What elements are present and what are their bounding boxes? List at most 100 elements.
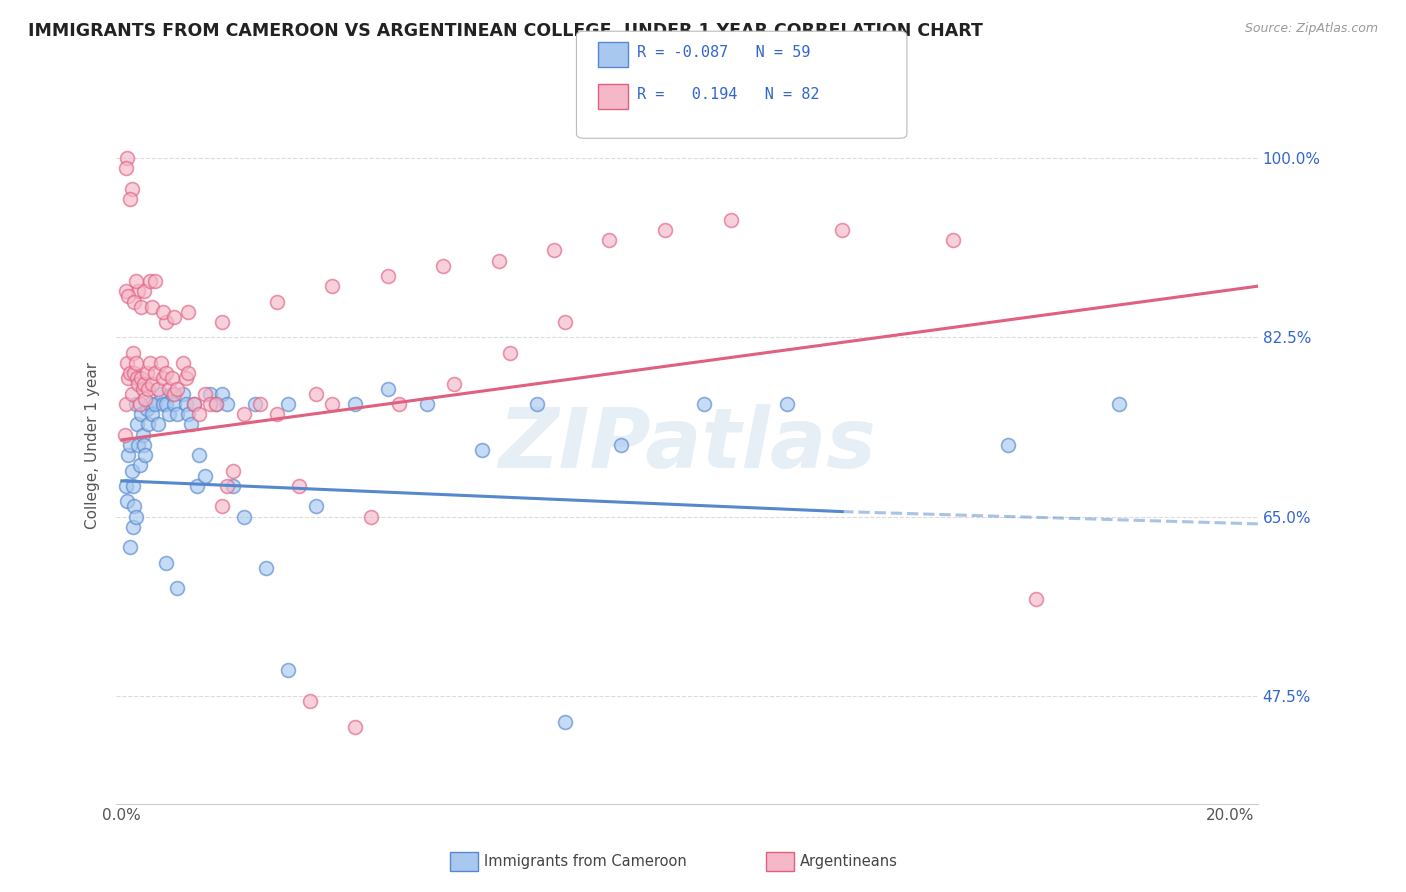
Point xyxy=(360,509,382,524)
Point xyxy=(146,382,169,396)
Point xyxy=(138,382,160,396)
Point xyxy=(692,397,714,411)
Point xyxy=(120,192,142,206)
Point xyxy=(249,397,271,411)
Point xyxy=(117,151,139,165)
Point xyxy=(134,448,156,462)
Point xyxy=(1025,591,1047,606)
Point xyxy=(138,417,160,432)
Point xyxy=(205,397,228,411)
Point xyxy=(127,376,149,391)
Point xyxy=(120,366,142,380)
Point xyxy=(122,345,145,359)
Point xyxy=(188,448,211,462)
Point xyxy=(114,161,136,176)
Point xyxy=(138,397,160,411)
Point xyxy=(141,376,163,391)
Point xyxy=(163,310,186,324)
Point xyxy=(831,223,853,237)
Point xyxy=(127,438,149,452)
Point xyxy=(321,279,343,293)
Point xyxy=(232,407,254,421)
Point xyxy=(997,438,1019,452)
Point xyxy=(443,376,465,391)
Point xyxy=(157,407,180,421)
Point xyxy=(471,443,494,458)
Point xyxy=(115,285,138,299)
Point xyxy=(127,285,149,299)
Point xyxy=(141,300,163,314)
Point xyxy=(143,274,166,288)
Point xyxy=(232,509,254,524)
Point xyxy=(432,259,454,273)
Point xyxy=(117,289,139,303)
Point xyxy=(152,371,174,385)
Point xyxy=(1108,397,1130,411)
Text: Immigrants from Cameroon: Immigrants from Cameroon xyxy=(484,855,686,869)
Point xyxy=(288,479,311,493)
Point xyxy=(132,382,155,396)
Point xyxy=(138,356,160,370)
Point xyxy=(942,233,965,247)
Point xyxy=(121,464,143,478)
Point xyxy=(180,417,202,432)
Point xyxy=(177,366,200,380)
Point xyxy=(266,294,288,309)
Point xyxy=(122,294,145,309)
Point xyxy=(254,561,277,575)
Text: R =   0.194   N = 82: R = 0.194 N = 82 xyxy=(637,87,820,102)
Point xyxy=(183,397,205,411)
Point xyxy=(526,397,548,411)
Point xyxy=(121,182,143,196)
Point xyxy=(152,305,174,319)
Point xyxy=(277,664,299,678)
Point xyxy=(194,386,217,401)
Point xyxy=(343,397,366,411)
Point xyxy=(122,479,145,493)
Point xyxy=(217,397,239,411)
Point xyxy=(129,407,152,421)
Point xyxy=(266,407,288,421)
Point xyxy=(114,427,136,442)
Point xyxy=(543,244,565,258)
Point xyxy=(211,500,233,514)
Point xyxy=(177,407,200,421)
Point xyxy=(217,479,239,493)
Text: R = -0.087   N = 59: R = -0.087 N = 59 xyxy=(637,45,810,60)
Point xyxy=(186,479,208,493)
Point xyxy=(155,556,177,570)
Text: Argentineans: Argentineans xyxy=(800,855,898,869)
Point xyxy=(163,397,186,411)
Point xyxy=(243,397,266,411)
Point xyxy=(654,223,676,237)
Point xyxy=(554,714,576,729)
Point xyxy=(115,397,138,411)
Point xyxy=(157,382,180,396)
Point xyxy=(221,479,243,493)
Point xyxy=(124,509,146,524)
Point xyxy=(183,397,205,411)
Point xyxy=(166,407,188,421)
Point xyxy=(117,448,139,462)
Point xyxy=(132,438,155,452)
Point xyxy=(415,397,437,411)
Point xyxy=(388,397,411,411)
Point xyxy=(499,345,522,359)
Point xyxy=(143,366,166,380)
Point xyxy=(554,315,576,329)
Point xyxy=(120,541,142,555)
Point xyxy=(127,417,149,432)
Point xyxy=(132,427,155,442)
Point xyxy=(146,417,169,432)
Point xyxy=(152,397,174,411)
Text: IMMIGRANTS FROM CAMEROON VS ARGENTINEAN COLLEGE, UNDER 1 YEAR CORRELATION CHART: IMMIGRANTS FROM CAMEROON VS ARGENTINEAN … xyxy=(28,22,983,40)
Point xyxy=(174,371,197,385)
Point xyxy=(160,386,183,401)
Point xyxy=(305,386,328,401)
Point xyxy=(343,720,366,734)
Point xyxy=(172,386,194,401)
Point xyxy=(299,694,322,708)
Point xyxy=(377,268,399,283)
Point xyxy=(128,458,150,473)
Point xyxy=(166,582,188,596)
